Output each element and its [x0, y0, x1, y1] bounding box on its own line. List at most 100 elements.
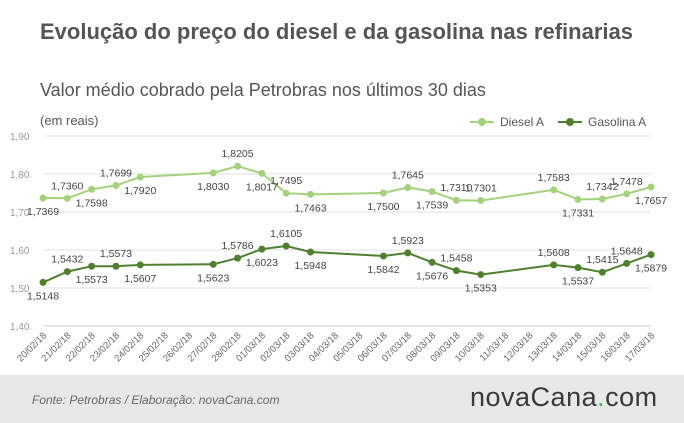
- data-label-diesel: 1,7920: [124, 185, 156, 197]
- data-point-gasolina: [63, 268, 71, 276]
- data-label-diesel: 1,7478: [611, 176, 643, 188]
- data-point-gasolina: [452, 267, 460, 275]
- data-label-diesel: 1,7500: [367, 201, 399, 213]
- legend-label-gasolina: Gasolina A: [588, 115, 647, 129]
- data-point-diesel: [39, 194, 47, 202]
- data-label-diesel: 1,7583: [538, 172, 570, 184]
- data-point-diesel: [404, 183, 412, 191]
- legend: Diesel A Gasolina A: [470, 115, 660, 129]
- data-point-gasolina: [550, 261, 558, 269]
- data-point-gasolina: [209, 260, 217, 268]
- data-label-gasolina: 1,6023: [246, 257, 278, 269]
- data-label-diesel: 1,7301: [465, 183, 497, 195]
- y-tick-label: 1,90: [10, 132, 30, 143]
- data-point-gasolina: [379, 252, 387, 260]
- data-label-diesel: 1,8205: [221, 148, 253, 160]
- data-label-gasolina: 1,5415: [586, 254, 618, 266]
- data-label-diesel: 1,7310: [440, 182, 472, 194]
- data-point-diesel: [598, 195, 606, 203]
- data-label-gasolina: 1,5786: [221, 240, 253, 252]
- data-label-gasolina: 1,5432: [51, 254, 83, 266]
- data-point-diesel: [452, 196, 460, 204]
- data-label-gasolina: 1,5623: [197, 272, 229, 284]
- data-point-gasolina: [623, 259, 631, 267]
- data-point-diesel: [307, 190, 315, 198]
- data-point-gasolina: [234, 254, 242, 262]
- y-tick-label: 1,80: [10, 170, 30, 181]
- legend-item-diesel: Diesel A: [470, 115, 544, 129]
- data-point-gasolina: [404, 249, 412, 257]
- data-point-diesel: [63, 194, 71, 202]
- y-tick-label: 1,40: [10, 322, 30, 333]
- data-point-diesel: [647, 183, 655, 191]
- data-label-gasolina: 1,5879: [635, 263, 667, 275]
- data-label-gasolina: 1,5923: [392, 235, 424, 247]
- data-point-diesel: [379, 189, 387, 197]
- data-point-diesel: [258, 169, 266, 177]
- chart-title: Evolução do preço do diesel e da gasolin…: [40, 19, 633, 44]
- novacana-logo: novaCana.com: [470, 382, 658, 412]
- data-label-gasolina: 1,5608: [538, 247, 570, 259]
- data-point-diesel: [550, 186, 558, 194]
- data-point-diesel: [136, 173, 144, 181]
- data-label-diesel: 1,7598: [76, 197, 108, 209]
- units-label: (em reais): [40, 113, 99, 128]
- data-label-diesel: 1,7342: [586, 181, 618, 193]
- data-point-gasolina: [647, 251, 655, 259]
- data-point-diesel: [88, 185, 96, 193]
- data-label-diesel: 1,7331: [562, 207, 594, 219]
- data-labels: 1,7369 1,7360 1,7598 1,7699 1,7920 1,8030 1,82…: [27, 148, 667, 302]
- data-point-diesel: [282, 189, 290, 197]
- data-label-gasolina: 1,5648: [611, 245, 643, 257]
- data-point-gasolina: [39, 278, 47, 286]
- data-label-diesel: 1,7657: [635, 195, 667, 207]
- data-label-gasolina: 1,5948: [294, 260, 326, 272]
- chart-subtitle: Valor médio cobrado pela Petrobras nos ú…: [40, 80, 486, 100]
- data-point-gasolina: [598, 268, 606, 276]
- series-points: [39, 162, 655, 286]
- data-point-gasolina: [112, 262, 120, 270]
- data-point-gasolina: [258, 245, 266, 253]
- data-point-diesel: [477, 197, 485, 205]
- y-tick-label: 1,50: [10, 284, 30, 295]
- data-point-gasolina: [428, 258, 436, 266]
- data-label-diesel: 1,7369: [27, 206, 59, 218]
- data-point-gasolina: [574, 264, 582, 272]
- data-label-diesel: 1,8017: [246, 181, 278, 193]
- y-tick-label: 1,70: [10, 208, 30, 219]
- data-label-gasolina: 1,5573: [100, 248, 132, 260]
- series-line-diesel: [42, 165, 652, 202]
- footer-bar: [0, 375, 684, 423]
- data-label-gasolina: 1,5353: [465, 283, 497, 295]
- data-label-gasolina: 1,5458: [440, 253, 472, 265]
- data-label-gasolina: 1,5573: [76, 274, 108, 286]
- data-label-gasolina: 1,5842: [367, 264, 399, 276]
- data-point-diesel: [209, 169, 217, 177]
- data-label-diesel: 1,7360: [51, 180, 83, 192]
- legend-swatch-gasolina: [558, 117, 583, 127]
- data-point-diesel: [623, 190, 631, 198]
- data-point-diesel: [428, 188, 436, 196]
- data-point-gasolina: [88, 262, 96, 270]
- data-point-gasolina: [477, 271, 485, 279]
- series-lines: [42, 165, 652, 284]
- data-label-gasolina: 1,5676: [416, 270, 448, 282]
- data-point-gasolina: [282, 242, 290, 250]
- data-label-gasolina: 1,6105: [270, 228, 302, 240]
- data-label-gasolina: 1,5607: [124, 273, 156, 285]
- legend-item-gasolina: Gasolina A: [558, 115, 646, 129]
- data-point-diesel: [112, 181, 120, 189]
- data-label-diesel: 1,7495: [270, 175, 302, 187]
- data-label-diesel: 1,7699: [100, 167, 132, 179]
- data-point-diesel: [234, 162, 242, 170]
- data-label-gasolina: 1,5537: [562, 276, 594, 288]
- data-label-diesel: 1,7463: [294, 202, 326, 214]
- data-label-diesel: 1,7645: [392, 169, 424, 181]
- legend-label-diesel: Diesel A: [500, 115, 545, 129]
- data-label-diesel: 1,7539: [416, 200, 448, 212]
- series-line-gasolina: [42, 244, 652, 284]
- line-chart: 1,40 1,50 1,60 1,70 1,80 1,90 20/02/1821/02/1…: [10, 132, 667, 364]
- x-axis: 20/02/1821/02/1822/02/1823/02/1824/02/18…: [15, 325, 657, 364]
- y-axis: 1,40 1,50 1,60 1,70 1,80 1,90: [10, 132, 30, 333]
- data-point-gasolina: [136, 261, 144, 269]
